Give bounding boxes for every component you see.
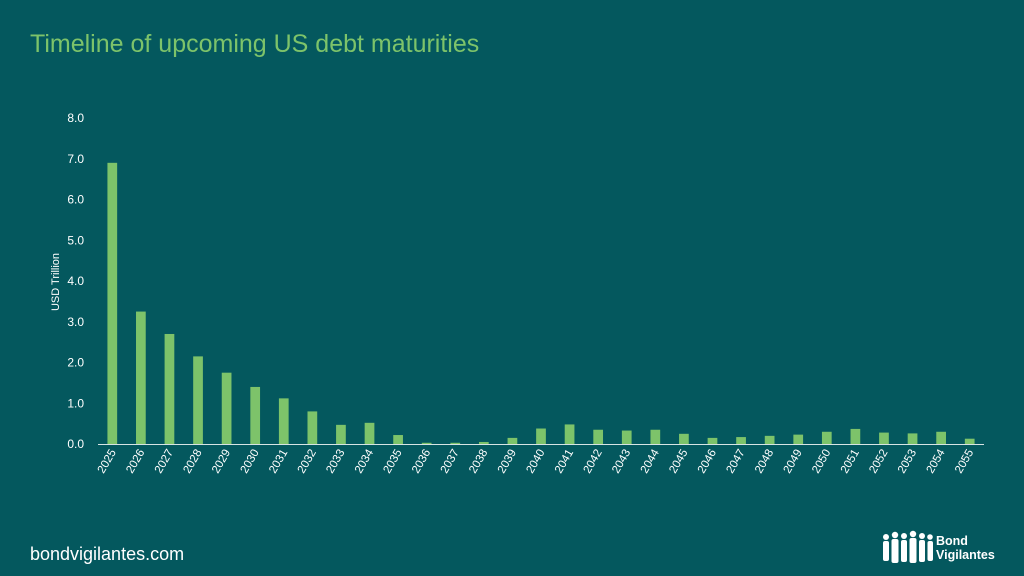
bar	[278, 398, 289, 444]
x-tick-label: 2041	[553, 448, 576, 476]
people-silhouette-icon	[883, 530, 933, 563]
bar	[564, 424, 575, 444]
bar	[650, 429, 661, 444]
bar	[221, 372, 232, 444]
y-axis-label: USD Trillion	[50, 253, 62, 311]
bar	[821, 431, 832, 444]
bar	[507, 437, 518, 444]
footer-url[interactable]: bondvigilantes.com	[30, 544, 185, 564]
x-tick-label: 2036	[410, 448, 433, 476]
logo-text-line2: Vigilantes	[936, 548, 995, 562]
x-tick-label: 2031	[267, 448, 290, 476]
bar	[907, 433, 918, 444]
bar	[164, 333, 175, 444]
bar	[936, 431, 946, 444]
logo-text-line1: Bond	[936, 534, 968, 548]
bar	[421, 442, 432, 444]
x-tick-label: 2034	[353, 447, 376, 476]
x-tick-label: 2035	[382, 448, 405, 476]
bar	[707, 437, 718, 444]
x-tick-label: 2027	[153, 448, 176, 476]
x-tick-label: 2054	[925, 447, 948, 476]
bar	[736, 437, 746, 444]
x-tick-label: 2029	[210, 448, 233, 476]
x-tick-label: 2038	[467, 448, 490, 476]
y-tick-label: 7.0	[67, 152, 84, 166]
x-tick-label: 2047	[724, 448, 747, 476]
bar	[364, 422, 375, 444]
x-tick-label: 2026	[124, 448, 147, 476]
x-axis-ticks: 2025 2026 2027 2028 2029 2030 2031 2032 2033 2034…	[96, 447, 977, 476]
bar	[679, 433, 689, 444]
bar	[450, 442, 461, 444]
y-tick-label: 4.0	[67, 274, 84, 288]
y-tick-label: 6.0	[67, 193, 84, 207]
bar	[107, 162, 118, 444]
bar	[336, 424, 346, 444]
y-tick-label: 2.0	[67, 356, 84, 370]
bar	[136, 311, 146, 444]
x-tick-label: 2049	[782, 448, 805, 476]
bars	[107, 162, 975, 444]
x-tick-label: 2051	[839, 448, 862, 476]
bar	[593, 429, 604, 444]
x-tick-label: 2025	[96, 448, 119, 476]
x-tick-label: 2045	[667, 448, 690, 476]
bar	[307, 411, 318, 444]
x-tick-label: 2037	[439, 448, 462, 476]
bar	[393, 435, 403, 444]
bar	[536, 428, 546, 444]
x-tick-label: 2043	[610, 448, 633, 476]
y-axis-ticks: 0.0 1.0 2.0 3.0 4.0 5.0 6.0 7.0 8.0	[67, 111, 84, 451]
y-tick-label: 5.0	[67, 233, 84, 247]
bar	[478, 441, 489, 444]
y-tick-label: 8.0	[67, 111, 84, 125]
bar	[850, 428, 861, 444]
bar-chart: USD Trillion 0.0 1.0 2.0 3.0 4.0 5.0 6.0 7.0 8.0…	[50, 111, 984, 476]
x-tick-label: 2050	[810, 448, 833, 476]
bar	[764, 435, 775, 444]
bar	[193, 356, 203, 444]
y-tick-label: 3.0	[67, 315, 84, 329]
x-tick-label: 2055	[953, 448, 976, 476]
x-tick-label: 2052	[867, 448, 890, 476]
x-tick-label: 2042	[582, 448, 605, 476]
x-tick-label: 2040	[524, 448, 547, 476]
x-tick-label: 2030	[239, 448, 262, 476]
bond-vigilantes-logo: Bond Vigilantes	[880, 530, 1000, 568]
bar	[621, 430, 632, 444]
bar	[793, 434, 804, 444]
x-tick-label: 2048	[753, 448, 776, 476]
x-tick-label: 2032	[296, 448, 319, 476]
y-tick-label: 0.0	[67, 437, 84, 451]
x-tick-label: 2044	[639, 447, 662, 476]
x-tick-label: 2046	[696, 448, 719, 476]
x-tick-label: 2039	[496, 448, 519, 476]
x-tick-label: 2028	[181, 448, 204, 476]
x-tick-label: 2033	[324, 448, 347, 476]
chart-title: Timeline of upcoming US debt maturities	[30, 30, 480, 58]
x-tick-label: 2053	[896, 448, 919, 476]
bar	[964, 438, 975, 444]
bar	[879, 432, 889, 444]
bar	[250, 386, 261, 444]
y-tick-label: 1.0	[67, 396, 84, 410]
